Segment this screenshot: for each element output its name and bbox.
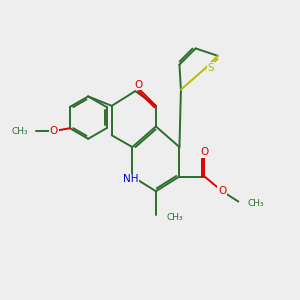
Text: CH₃: CH₃ <box>166 213 183 222</box>
Text: O: O <box>200 147 208 158</box>
Text: NH: NH <box>123 174 139 184</box>
Text: CH₃: CH₃ <box>247 199 264 208</box>
Text: O: O <box>50 126 58 136</box>
Text: S: S <box>208 63 214 73</box>
Text: O: O <box>218 186 226 196</box>
Text: CH₃: CH₃ <box>11 127 28 136</box>
Text: O: O <box>134 80 142 90</box>
